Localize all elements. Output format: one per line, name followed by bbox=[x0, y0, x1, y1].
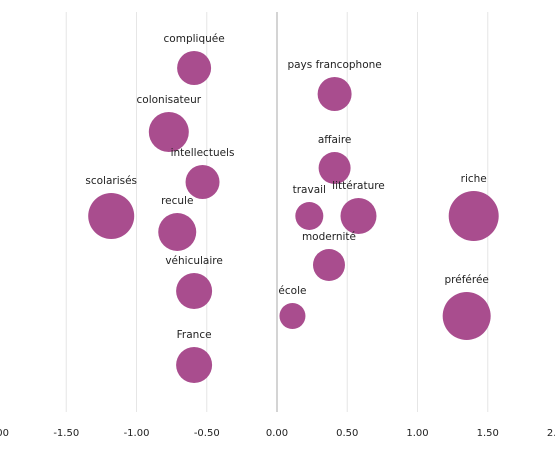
bubble-label: colonisateur bbox=[137, 94, 202, 106]
bubble[interactable] bbox=[158, 213, 197, 251]
bubble-label: école bbox=[278, 285, 306, 297]
x-tick-label: -2.00 bbox=[0, 428, 9, 439]
bubble-label: modernité bbox=[302, 231, 356, 243]
bubble-label: pays francophone bbox=[287, 59, 381, 71]
x-tick-label: 0.50 bbox=[336, 428, 358, 439]
bubble-label: affaire bbox=[318, 134, 352, 146]
bubble[interactable] bbox=[176, 347, 213, 383]
bubble-label: préférée bbox=[444, 274, 488, 286]
bubble[interactable] bbox=[176, 273, 213, 309]
bubble-label: travail bbox=[293, 184, 326, 196]
x-tick-label: -1.50 bbox=[53, 428, 79, 439]
x-tick-label: 1.00 bbox=[406, 428, 428, 439]
bubble-label: compliquée bbox=[164, 33, 225, 45]
x-tick-label: 0.00 bbox=[266, 428, 288, 439]
bubble-label: France bbox=[177, 329, 212, 341]
x-tick-label: 1.50 bbox=[477, 428, 499, 439]
bubble[interactable] bbox=[295, 202, 324, 230]
bubble-label: riche bbox=[461, 173, 487, 185]
bubble-labels: compliquée pays francophone colonisateur af… bbox=[85, 33, 488, 341]
bubble-label: littérature bbox=[332, 180, 385, 192]
bubble[interactable] bbox=[177, 51, 212, 85]
bubble-label: scolarisés bbox=[85, 175, 137, 187]
bubble[interactable] bbox=[340, 198, 377, 234]
bubble-label: véhiculaire bbox=[165, 255, 223, 267]
x-tick-label: -0.50 bbox=[194, 428, 220, 439]
bubble[interactable] bbox=[185, 165, 220, 199]
bubble[interactable] bbox=[318, 152, 351, 184]
bubble[interactable] bbox=[448, 191, 499, 241]
bubble[interactable] bbox=[317, 77, 352, 111]
bubble-label: intellectuels bbox=[171, 147, 235, 159]
x-tick-label: -1.00 bbox=[124, 428, 150, 439]
bubble[interactable] bbox=[279, 303, 306, 329]
bubble[interactable] bbox=[88, 193, 135, 239]
bubble[interactable] bbox=[312, 249, 345, 281]
bubble-label: recule bbox=[161, 195, 193, 207]
x-tick-label: 2.00 bbox=[547, 428, 555, 439]
bubble[interactable] bbox=[442, 292, 491, 340]
x-axis-ticks: -2.00 -1.50 -1.00 -0.50 0.00 0.50 1.00 1.50 2.00 bbox=[0, 428, 555, 439]
bubbles bbox=[88, 51, 499, 383]
bubble[interactable] bbox=[148, 112, 189, 152]
